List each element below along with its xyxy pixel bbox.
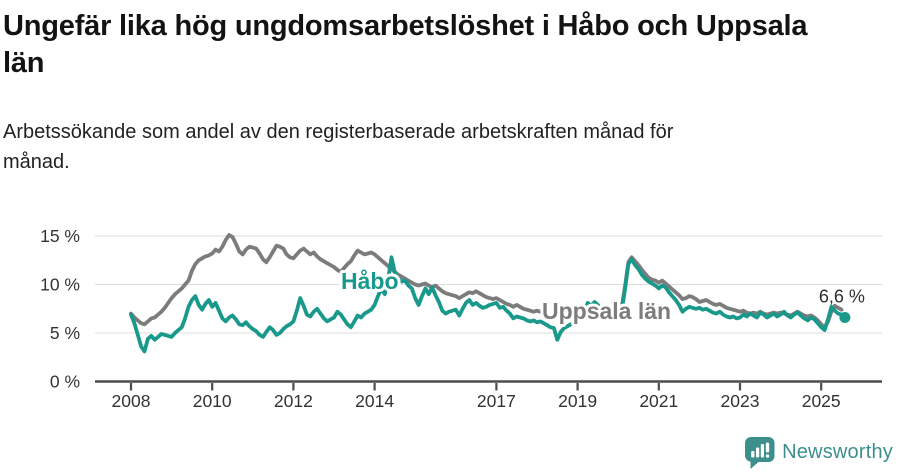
series-group [129,233,851,354]
logo-bubble-shape [745,437,775,469]
brand-name: Newsworthy [782,441,893,463]
logo-bar-3 [760,444,765,458]
chart-header: Ungefär lika hög ungdomsarbetslöshet i H… [3,0,833,177]
brand-footer: Newsworthy [744,436,893,469]
newsworthy-logo-icon [745,437,775,469]
x-tick-label-2010: 2010 [193,391,232,411]
series-end-dot-habo [839,311,851,323]
logo-exclamation-bar [765,442,770,453]
x-tick-label-2021: 2021 [639,391,678,411]
label-group: Håbo Uppsala län 6,6 % [338,265,865,327]
end-value-annotation: 6,6 % [819,286,865,306]
logo-bar-1 [751,451,755,458]
x-tick-label-2012: 2012 [274,391,313,411]
series-line-habo [129,255,847,354]
y-tick-label-15: 15 % [40,226,80,246]
x-tick-label-2023: 2023 [721,391,760,411]
page-title: Ungefär lika hög ungdomsarbetslöshet i H… [3,10,808,80]
series-label-habo: Håbo [341,268,399,294]
y-tick-label-10: 10 % [40,275,80,295]
chart-subtitle: Arbetssökande som andel av den registerb… [3,121,674,173]
x-tick-label-2014: 2014 [355,391,394,411]
logo-exclamation-dot [765,454,770,458]
series-line-uppsala-lan [129,233,844,330]
axis-group: 0 % 5 % 10 % 15 % 2008 2010 2012 2014 2017 2019 20… [40,226,882,411]
x-tick-label-2008: 2008 [112,391,151,411]
y-tick-label-0: 0 % [50,372,80,392]
series-label-uppsala-lan: Uppsala län [542,298,671,324]
x-tick-label-2017: 2017 [477,391,516,411]
y-tick-label-5: 5 % [50,323,80,343]
logo-bar-2 [756,447,760,458]
x-tick-label-2025: 2025 [802,391,841,411]
x-tick-label-2019: 2019 [558,391,597,411]
